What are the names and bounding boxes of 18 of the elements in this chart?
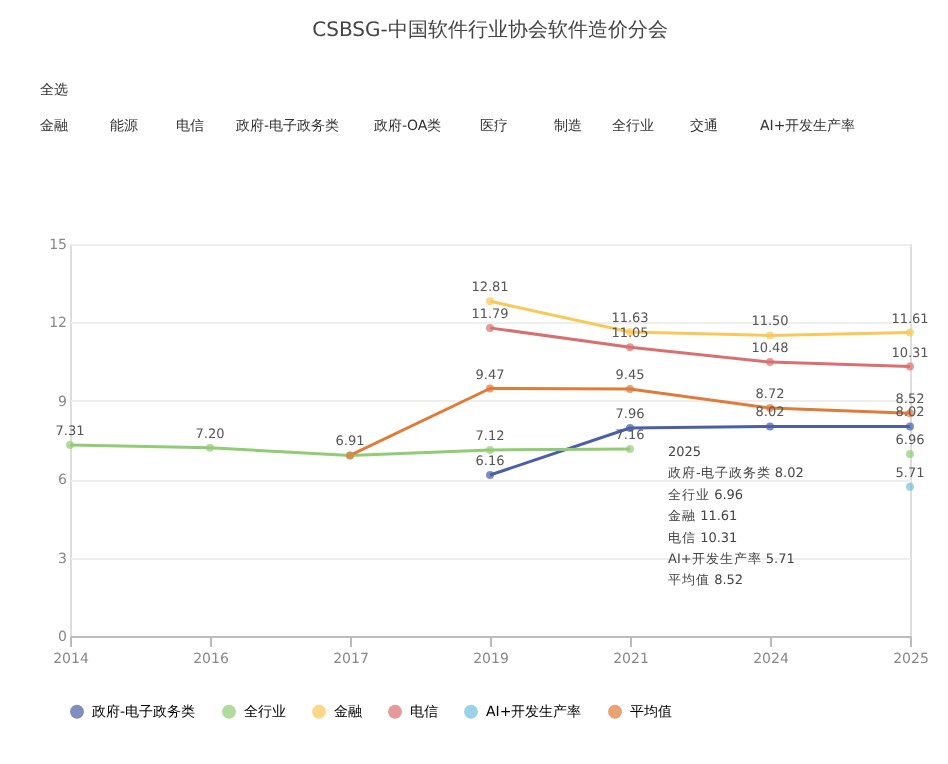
point [626,385,634,394]
point [906,422,914,431]
point [486,323,494,332]
point [906,450,914,459]
point [766,422,774,431]
point [486,384,494,393]
point [486,297,494,306]
chart-title: CSBSG-中国软件行业协会软件造价分会 [312,18,668,42]
point [626,444,634,453]
point [906,362,914,371]
point [766,358,774,367]
point [206,443,214,452]
point [66,440,74,449]
point [486,471,494,480]
point [626,343,634,352]
point [486,445,494,454]
point [906,328,914,337]
point [766,331,774,340]
